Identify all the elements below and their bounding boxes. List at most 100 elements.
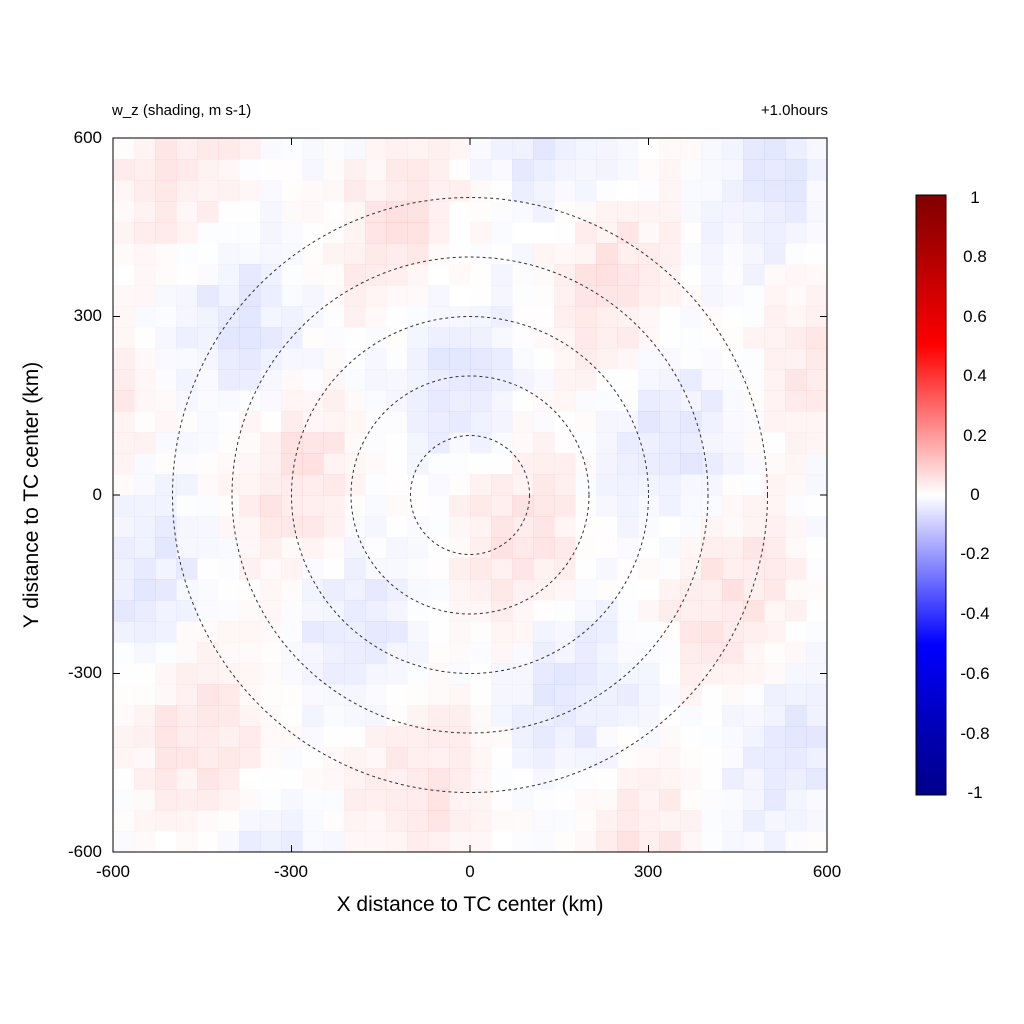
heatmap-cell (197, 600, 219, 622)
heatmap-cell (134, 180, 156, 202)
heatmap-cell (722, 600, 744, 622)
heatmap-cell (617, 579, 639, 601)
heatmap-cell (470, 474, 492, 496)
heatmap-cell (407, 768, 429, 790)
heatmap-cell (638, 537, 660, 559)
heatmap-cell (197, 159, 219, 181)
heatmap-cell (344, 390, 366, 412)
heatmap-cell (701, 453, 723, 475)
heatmap-cell (680, 642, 702, 664)
heatmap-cell (680, 495, 702, 517)
heatmap-cell (617, 768, 639, 790)
heatmap-cell (302, 537, 324, 559)
heatmap-cell (386, 201, 408, 223)
heatmap-cell (701, 411, 723, 433)
heatmap-cell (491, 138, 513, 160)
heatmap-cell (722, 369, 744, 391)
heatmap-cell (638, 159, 660, 181)
heatmap-cell (449, 495, 471, 517)
heatmap-cell (449, 642, 471, 664)
heatmap-cell (680, 789, 702, 811)
heatmap-cell (701, 306, 723, 328)
heatmap-cell (176, 810, 198, 832)
heatmap-cell (617, 453, 639, 475)
heatmap-cell (302, 579, 324, 601)
heatmap-cell (155, 747, 177, 769)
heatmap-cell (659, 684, 681, 706)
heatmap-cell (575, 453, 597, 475)
heatmap-cell (176, 138, 198, 160)
heatmap-cell (512, 474, 534, 496)
heatmap-cell (659, 390, 681, 412)
heatmap-cell (302, 726, 324, 748)
heatmap-cell (134, 306, 156, 328)
heatmap-cell (659, 432, 681, 454)
heatmap-cell (155, 495, 177, 517)
heatmap-cell (407, 432, 429, 454)
heatmap-cell (134, 768, 156, 790)
heatmap-cell (638, 747, 660, 769)
heatmap-cell (512, 180, 534, 202)
heatmap-cell (512, 138, 534, 160)
heatmap-cell (134, 390, 156, 412)
colorbar-tick-label: -0.4 (960, 604, 990, 623)
heatmap-cell (239, 453, 261, 475)
heatmap-cell (785, 390, 807, 412)
heatmap-cell (806, 453, 827, 475)
heatmap-cell (470, 747, 492, 769)
heatmap-cell (218, 138, 240, 160)
heatmap-cell (260, 810, 282, 832)
heatmap-cell (344, 432, 366, 454)
heatmap-cell (407, 789, 429, 811)
heatmap-cell (722, 642, 744, 664)
heatmap-cell (701, 327, 723, 349)
heatmap-cell (722, 579, 744, 601)
heatmap-cell (575, 705, 597, 727)
heatmap-cell (764, 789, 786, 811)
heatmap-cell (596, 705, 618, 727)
heatmap-cell (659, 285, 681, 307)
heatmap-cell (344, 600, 366, 622)
heatmap-cell (764, 369, 786, 391)
heatmap-cell (575, 663, 597, 685)
heatmap-cell (596, 831, 618, 852)
heatmap-cell (260, 768, 282, 790)
heatmap-cell (218, 180, 240, 202)
heatmap-cell (533, 663, 555, 685)
heatmap-cell (218, 159, 240, 181)
heatmap-cell (806, 831, 828, 853)
heatmap-cell (785, 579, 807, 601)
heatmap-cell (281, 243, 303, 265)
heatmap-cell (617, 243, 639, 265)
heatmap-cell (260, 390, 282, 412)
heatmap-cell (806, 726, 827, 748)
heatmap-cell (596, 768, 618, 790)
heatmap-cell (764, 327, 786, 349)
heatmap-cell (134, 432, 156, 454)
heatmap-cell (764, 705, 786, 727)
heatmap-cell (470, 222, 492, 244)
heatmap-cell (344, 516, 366, 538)
heatmap-cell (260, 327, 282, 349)
heatmap-cell (659, 747, 681, 769)
heatmap-cell (428, 327, 450, 349)
heatmap-cell (323, 327, 345, 349)
heatmap-cell (428, 390, 450, 412)
heatmap-cell (197, 390, 219, 412)
heatmap-cell (155, 348, 177, 370)
heatmap-cell (428, 684, 450, 706)
y-axis-label: Y distance to TC center (km) (20, 361, 43, 629)
heatmap-cell (491, 789, 513, 811)
heatmap-cell (155, 159, 177, 181)
heatmap-cell (239, 222, 261, 244)
heatmap-cell (638, 600, 660, 622)
heatmap-cell (197, 663, 219, 685)
heatmap-cell (512, 495, 534, 517)
heatmap-cell (575, 474, 597, 496)
heatmap-cell (239, 306, 261, 328)
heatmap-cell (344, 180, 366, 202)
heatmap-cell (260, 516, 282, 538)
heatmap-cell (428, 747, 450, 769)
heatmap-cell (659, 831, 681, 852)
heatmap-cell (323, 264, 345, 286)
